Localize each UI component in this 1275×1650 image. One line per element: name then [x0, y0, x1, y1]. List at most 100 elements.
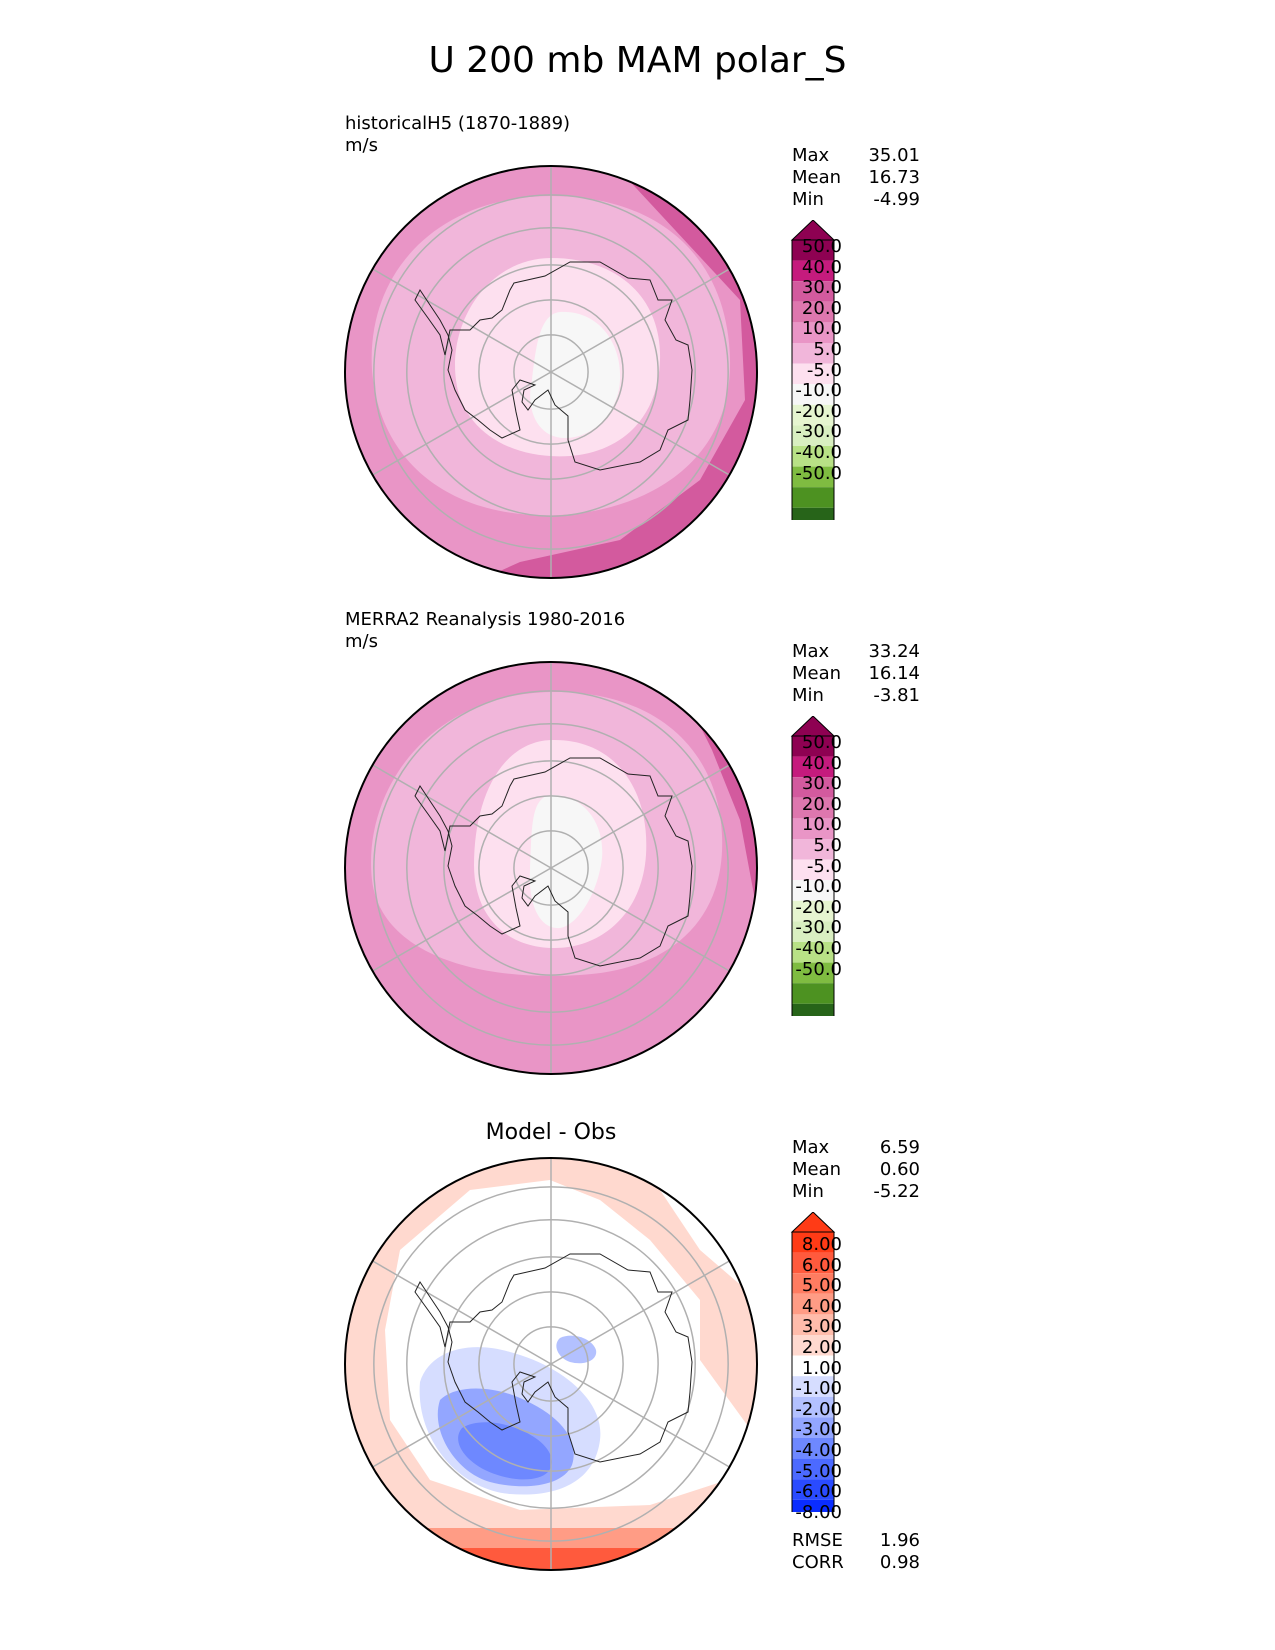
colorbar-tick-label: -10.0: [795, 876, 842, 898]
panel-2-max-value: 33.24: [868, 641, 920, 662]
colorbar-tick-label: 50.0: [801, 732, 842, 753]
figure-title: U 200 mb MAM polar_S: [428, 40, 847, 81]
colorbar-tick-label: 40.0: [801, 256, 842, 278]
colorbar-tick-label: -20.0: [795, 400, 842, 422]
colorbar-segment: [792, 384, 834, 405]
colorbar-tick-label: -30.0: [795, 421, 842, 443]
colorbar-segment: [792, 1417, 834, 1438]
panel-1-min-value: -4.99: [873, 189, 920, 210]
map-2-meridian-line: [550, 764, 730, 869]
map-1-overlay: [344, 165, 758, 579]
colorbar-tick-label: 6.00: [801, 1254, 842, 1276]
colorbar-tick-label: 1.00: [801, 1357, 842, 1379]
map-2-antarctica-coastline: [414, 757, 693, 967]
colorbar-tick-label: 30.0: [801, 277, 842, 299]
colorbar-tick-label: 8.00: [801, 1234, 842, 1255]
map-3-meridian-line: [372, 1363, 552, 1468]
colorbar-tick-label: 2.00: [801, 1337, 842, 1358]
colorbar-tick-label: 10.0: [801, 814, 842, 836]
map-1-meridian-line: [550, 268, 730, 373]
colorbar-segment: [792, 1232, 834, 1253]
panel-3-mean-label: Mean: [792, 1159, 842, 1180]
colorbar-segment: [792, 880, 834, 901]
corr-value: 0.98: [879, 1552, 920, 1573]
map-1-band-core: [530, 311, 621, 438]
panel-1-mean-value: 16.73: [868, 167, 920, 188]
map-2-boundary: [344, 661, 758, 1075]
colorbar-segment: [792, 466, 834, 488]
colorbar-tick-label: -5.00: [795, 1460, 842, 1482]
colorbar-tick-label: -2.00: [795, 1398, 842, 1420]
panel-2-mean-label: Mean: [792, 663, 842, 684]
map-2-meridian-line: [372, 867, 552, 972]
map-3-overlay: [344, 1157, 758, 1571]
colorbar-tick-label: 10.0: [801, 318, 842, 340]
colorbar-segment: [792, 1355, 834, 1377]
colorbar-segment: [792, 983, 834, 1004]
colorbar-tick-label: -4.00: [795, 1440, 842, 1461]
panel-2-title: MERRA2 Reanalysis 1980-2016: [345, 609, 626, 630]
colorbar-segment: [792, 962, 834, 984]
rmse-value: 1.96: [879, 1530, 920, 1551]
colorbar-frame: [791, 1231, 835, 1512]
colorbar-segment: [792, 921, 834, 942]
colorbar-3-swatches: [790, 1212, 836, 1512]
rmse-label: RMSE: [792, 1530, 843, 1551]
colorbar-segment: [792, 343, 834, 364]
colorbar-segment: [792, 942, 834, 963]
colorbar-2: [790, 716, 836, 1016]
colorbar-segment: [792, 1273, 834, 1294]
colorbar-tick-label: -3.00: [795, 1419, 842, 1441]
colorbar-tick-label: 5.0: [813, 339, 842, 360]
colorbar-tick-label: -50.0: [795, 958, 842, 980]
colorbar-segment: [792, 1252, 834, 1274]
panel-3-max-value: 6.59: [879, 1137, 920, 1158]
colorbar-segment: [792, 1396, 834, 1418]
colorbar-frame: [791, 735, 835, 1016]
corr-label: CORR: [792, 1552, 844, 1573]
panel-3-min-label: Min: [792, 1181, 824, 1202]
colorbar-segment: [792, 777, 834, 798]
map-1-antarctica-coastline: [414, 261, 693, 471]
panel-2-max-label: Max: [792, 641, 830, 662]
map-3-peak-band: [345, 1548, 757, 1570]
colorbar-tick-label: 40.0: [801, 752, 842, 774]
panel-3-min-value: -5.22: [873, 1181, 920, 1202]
colorbar-segment: [792, 404, 834, 426]
colorbar-tick-label: 5.0: [813, 835, 842, 856]
map-1-meridian-line: [372, 268, 552, 373]
colorbar-tick-label: 3.00: [801, 1316, 842, 1338]
colorbar-segment: [792, 281, 834, 302]
panel-1-max-value: 35.01: [868, 145, 920, 166]
colorbar-segment: [792, 818, 834, 839]
panel-1-title: historicalH5 (1870-1889): [345, 113, 571, 134]
colorbar-tick-label: 30.0: [801, 773, 842, 795]
map-2-band-core: [529, 795, 603, 929]
colorbar-tick-label: -6.00: [795, 1481, 842, 1503]
map-3-meridian-line: [550, 1260, 730, 1365]
colorbar-segment: [792, 1499, 834, 1512]
map-2-overlay: [344, 661, 758, 1075]
panel-3-title: Model - Obs: [485, 1120, 617, 1145]
colorbar-tick-label: 5.00: [801, 1275, 842, 1297]
colorbar-tick-label: 50.0: [801, 236, 842, 257]
colorbar-segment: [792, 736, 834, 757]
colorbar-tick-label: 20.0: [801, 793, 842, 815]
colorbar-tick-label: -50.0: [795, 462, 842, 484]
colorbar-segment: [792, 363, 834, 385]
colorbar-tick-label: -30.0: [795, 917, 842, 939]
colorbar-segment: [792, 446, 834, 467]
colorbar-tick-label: -1.00: [795, 1378, 842, 1400]
panel-1-min-label: Min: [792, 189, 824, 210]
map-3-meridian-line: [550, 1363, 730, 1468]
colorbar-segment: [792, 240, 834, 261]
colorbar-2-swatches: [790, 716, 836, 1016]
colorbar-segment: [792, 839, 834, 860]
map-1-meridian-line: [550, 371, 730, 476]
colorbar-segment: [792, 1376, 834, 1397]
colorbar-segment: [792, 1314, 834, 1335]
colorbar-segment: [792, 1003, 834, 1016]
colorbar-segment: [792, 1479, 834, 1500]
colorbar-tick-label: -8.00: [795, 1501, 842, 1523]
colorbar-tick-label: -40.0: [795, 938, 842, 959]
